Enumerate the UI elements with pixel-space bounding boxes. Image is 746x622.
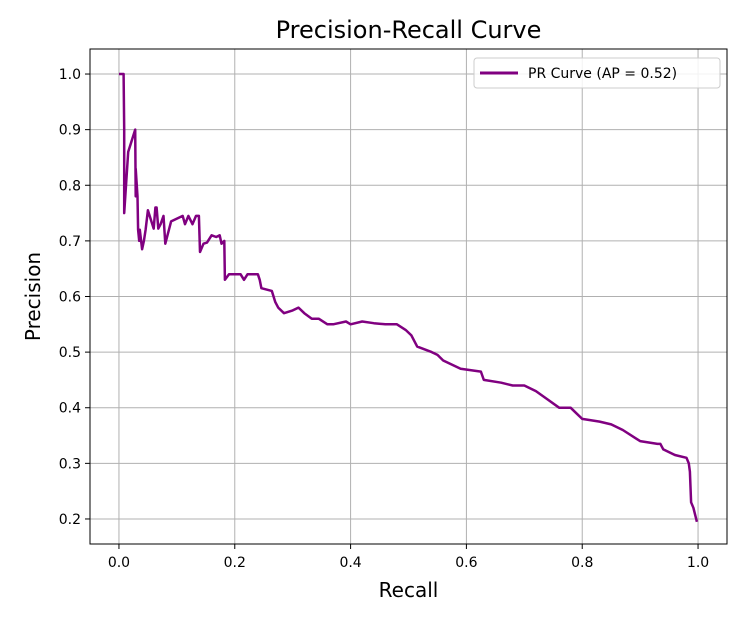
legend: PR Curve (AP = 0.52) bbox=[473, 57, 721, 89]
y-tick-label: 0.7 bbox=[59, 234, 81, 250]
x-tick-label: 0.2 bbox=[224, 555, 246, 571]
x-axis-label: Recall bbox=[379, 578, 439, 602]
x-tick-label: 1.0 bbox=[687, 555, 709, 571]
x-tick-label: 0.4 bbox=[339, 555, 361, 571]
legend-entry-label: PR Curve (AP = 0.52) bbox=[528, 66, 677, 82]
y-tick-label: 0.9 bbox=[59, 123, 81, 139]
grid-layer bbox=[90, 49, 727, 544]
pr-curve-line bbox=[119, 72, 699, 523]
x-tick-label: 0.0 bbox=[108, 555, 130, 571]
series-layer bbox=[119, 72, 699, 523]
tick-layer: 0.0 0.2 0.4 0.6 0.8 1.0 0.2 0.3 0.4 0.5 0.6 0.7 0.8 0… bbox=[59, 67, 709, 571]
y-tick-label: 1.0 bbox=[59, 67, 81, 83]
y-tick-label: 0.2 bbox=[59, 512, 81, 528]
legend-box bbox=[473, 57, 721, 89]
y-tick-label: 0.3 bbox=[59, 456, 81, 472]
y-tick-label: 0.6 bbox=[59, 290, 81, 306]
x-tick-label: 0.8 bbox=[571, 555, 593, 571]
chart-title: Precision-Recall Curve bbox=[276, 16, 542, 44]
x-tick-label: 0.6 bbox=[455, 555, 477, 571]
y-tick-label: 0.4 bbox=[59, 401, 81, 417]
y-tick-label: 0.8 bbox=[59, 178, 81, 194]
y-axis-label: Precision bbox=[21, 252, 45, 341]
y-tick-label: 0.5 bbox=[59, 345, 81, 361]
